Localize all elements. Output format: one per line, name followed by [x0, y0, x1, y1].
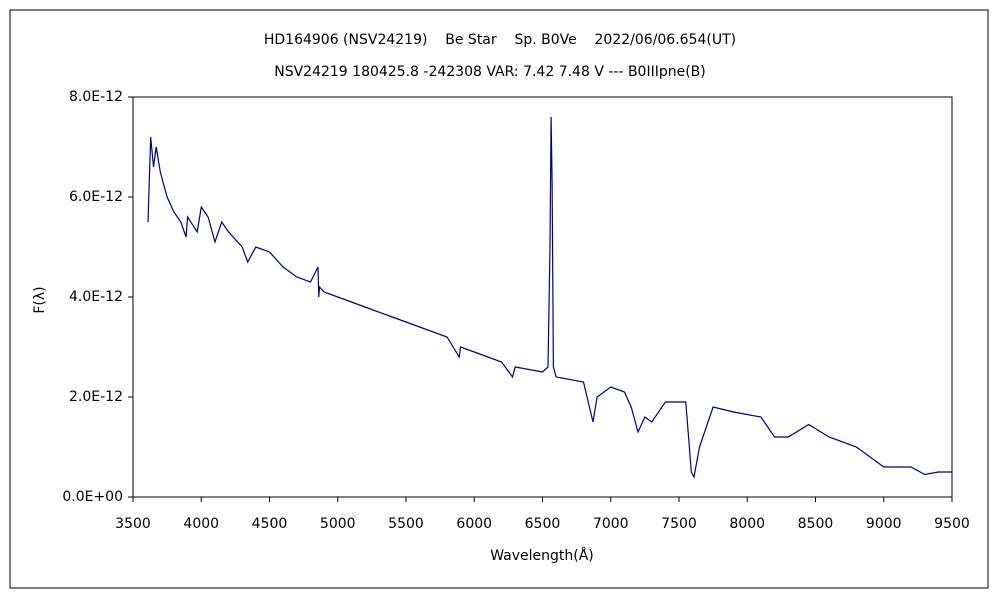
- x-tick-label: 9000: [866, 516, 902, 532]
- x-tick-label: 6000: [456, 516, 492, 532]
- y-tick-label: 6.0E-12: [69, 189, 123, 205]
- x-tick-label: 7000: [593, 516, 629, 532]
- y-tick-label: 0.0E+00: [62, 489, 123, 505]
- x-tick-label: 8500: [798, 516, 834, 532]
- x-tick-label: 4500: [252, 516, 288, 532]
- x-tick-label: 5500: [388, 516, 424, 532]
- x-tick-label: 5000: [320, 516, 356, 532]
- y-tick-label: 4.0E-12: [69, 289, 123, 305]
- x-tick-label: 6500: [525, 516, 561, 532]
- x-tick-label: 7500: [661, 516, 697, 532]
- x-tick-label: 8000: [729, 516, 765, 532]
- x-tick-label: 9500: [934, 516, 970, 532]
- y-tick-label: 8.0E-12: [69, 89, 123, 105]
- y-tick-label: 2.0E-12: [69, 389, 123, 405]
- x-axis-label: Wavelength(Å): [490, 547, 594, 564]
- x-tick-label: 4000: [183, 516, 219, 532]
- y-axis-label: F(λ): [32, 286, 48, 313]
- spectrum-line: [147, 116, 952, 479]
- chart-title: HD164906 (NSV24219) Be Star Sp. B0Ve 202…: [264, 32, 736, 48]
- x-tick-label: 3500: [115, 516, 151, 532]
- chart-subtitle: NSV24219 180425.8 -242308 VAR: 7.42 7.48…: [274, 64, 706, 80]
- frame: [9, 9, 989, 589]
